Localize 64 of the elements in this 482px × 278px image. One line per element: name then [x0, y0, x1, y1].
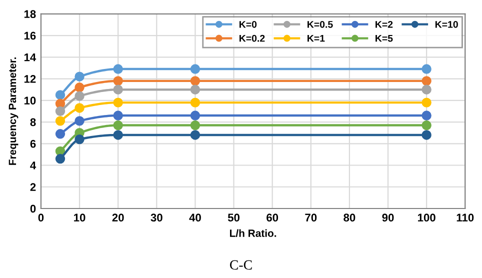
point	[74, 103, 84, 113]
y-tick-label: 14	[24, 54, 36, 62]
point	[113, 64, 123, 74]
legend-label: K=0.2	[240, 34, 265, 42]
y-tick-label: 10	[24, 96, 36, 105]
legend-label: K=1	[308, 34, 325, 42]
y-tick-label: 18	[24, 10, 36, 18]
legend-label: K=0.5	[308, 20, 333, 28]
point	[113, 84, 123, 94]
y-tick-label: 2	[30, 183, 36, 191]
point	[422, 98, 432, 108]
point	[422, 120, 432, 130]
text: C-C	[230, 260, 252, 270]
legend-label: K=10	[435, 20, 458, 28]
x-tick-label: 80	[344, 214, 356, 222]
point	[422, 84, 432, 94]
point	[113, 130, 123, 140]
x-tick-label: 50	[228, 214, 240, 222]
legend-label: K=2	[376, 20, 393, 28]
point	[190, 130, 200, 140]
point	[422, 130, 432, 140]
point	[74, 82, 84, 92]
point	[422, 110, 432, 120]
legend-label: K=5	[376, 34, 393, 42]
x-tick-label: 90	[382, 214, 394, 222]
y-axis-title: Frequency Parameter.	[8, 57, 18, 165]
point	[74, 134, 84, 144]
legend-label: K=0	[240, 20, 257, 28]
y-tick-label: 6	[30, 140, 36, 148]
point	[113, 110, 123, 120]
point	[55, 116, 66, 126]
x-tick-label: 100	[418, 214, 436, 222]
y-tick-label: 4	[30, 162, 36, 170]
x-tick-label: 0	[38, 214, 44, 222]
point	[55, 106, 66, 116]
point	[190, 76, 200, 86]
x-tick-label: 40	[189, 214, 201, 222]
point	[55, 154, 66, 164]
y-tick-label: 0	[30, 204, 36, 213]
x-tick-label: 20	[112, 214, 124, 222]
y-tick-label: 12	[24, 75, 36, 83]
point	[190, 84, 200, 94]
y-tick-label: 8	[30, 118, 36, 126]
point	[113, 120, 123, 130]
point	[113, 76, 123, 86]
x-tick-label: 60	[266, 214, 278, 222]
x-tick-label: 30	[150, 214, 162, 222]
point	[190, 120, 200, 130]
y-tick-label: 16	[24, 32, 36, 40]
x-tick-label: 10	[74, 214, 86, 222]
x-tick-label: 110	[456, 214, 474, 222]
point	[190, 110, 200, 120]
point	[74, 91, 84, 101]
point	[422, 64, 432, 74]
point	[190, 64, 200, 74]
x-tick-label: 70	[305, 214, 317, 222]
point	[74, 72, 84, 82]
point	[74, 116, 84, 126]
point	[55, 90, 66, 100]
point	[190, 98, 200, 108]
point	[113, 98, 123, 108]
x-axis-title: L/h Ratio.	[230, 229, 276, 238]
point	[55, 129, 66, 139]
point	[422, 76, 432, 86]
